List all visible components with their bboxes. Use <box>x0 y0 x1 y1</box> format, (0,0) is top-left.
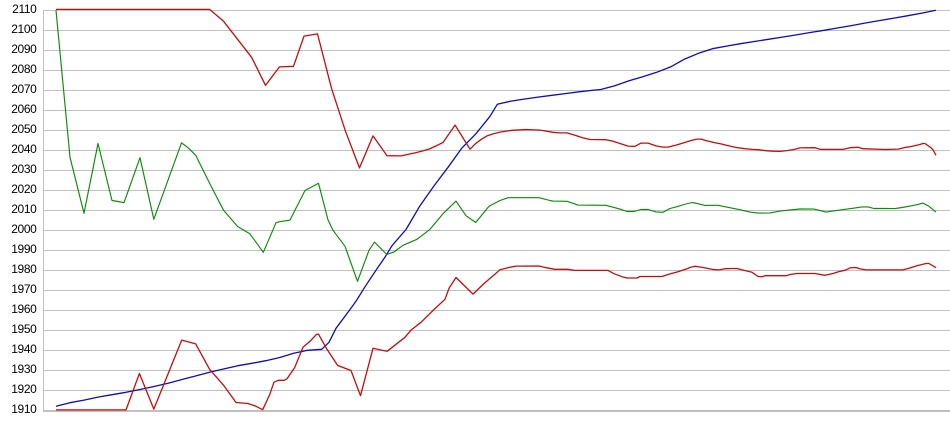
svg-text:1950: 1950 <box>11 322 37 336</box>
svg-text:2080: 2080 <box>11 62 37 76</box>
svg-text:2110: 2110 <box>12 2 37 16</box>
svg-text:1980: 1980 <box>11 262 37 276</box>
svg-text:2030: 2030 <box>11 162 37 176</box>
svg-text:2010: 2010 <box>11 202 37 216</box>
svg-text:1990: 1990 <box>11 242 37 256</box>
svg-text:2060: 2060 <box>11 102 37 116</box>
svg-text:1940: 1940 <box>11 342 37 356</box>
svg-text:2040: 2040 <box>11 142 37 156</box>
svg-text:1970: 1970 <box>11 282 37 296</box>
svg-text:2070: 2070 <box>11 82 37 96</box>
svg-text:2090: 2090 <box>11 42 37 56</box>
svg-text:1920: 1920 <box>11 382 37 396</box>
svg-text:1930: 1930 <box>11 362 37 376</box>
svg-text:1910: 1910 <box>11 402 37 416</box>
svg-text:2020: 2020 <box>11 182 37 196</box>
svg-text:2100: 2100 <box>11 22 37 36</box>
svg-text:1960: 1960 <box>11 302 37 316</box>
svg-text:2050: 2050 <box>11 122 37 136</box>
svg-text:2000: 2000 <box>11 222 37 236</box>
